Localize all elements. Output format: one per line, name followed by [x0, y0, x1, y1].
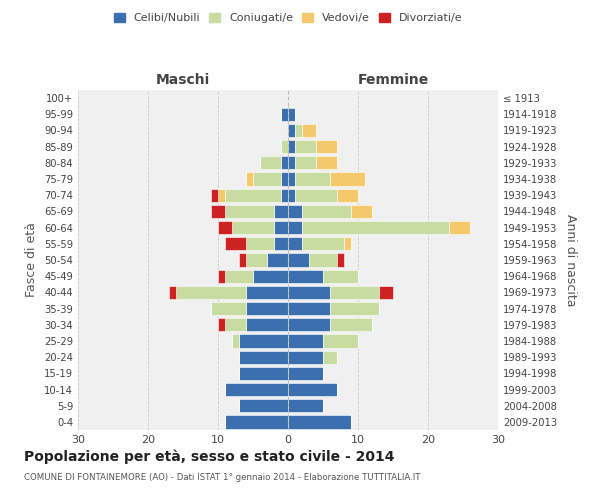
Bar [302, 237, 344, 250]
Bar [246, 172, 253, 186]
Bar [288, 140, 295, 153]
Text: COMUNE DI FONTAINEMORE (AO) - Dati ISTAT 1° gennaio 2014 - Elaborazione TUTTITAL: COMUNE DI FONTAINEMORE (AO) - Dati ISTAT… [24, 472, 421, 482]
Bar [274, 237, 288, 250]
Bar [246, 254, 267, 266]
Bar [225, 318, 246, 332]
Bar [288, 350, 323, 364]
Bar [225, 270, 253, 283]
Bar [295, 156, 316, 170]
Text: Femmine: Femmine [358, 73, 428, 87]
Bar [239, 254, 246, 266]
Bar [239, 350, 288, 364]
Bar [288, 205, 302, 218]
Bar [274, 221, 288, 234]
Bar [288, 399, 323, 412]
Bar [281, 188, 288, 202]
Bar [211, 302, 246, 315]
Legend: Celibi/Nubili, Coniugati/e, Vedovi/e, Divorziati/e: Celibi/Nubili, Coniugati/e, Vedovi/e, Di… [112, 10, 464, 26]
Bar [274, 205, 288, 218]
Bar [218, 270, 225, 283]
Bar [288, 108, 295, 121]
Bar [337, 254, 344, 266]
Bar [288, 172, 295, 186]
Bar [232, 221, 274, 234]
Bar [232, 334, 239, 347]
Bar [288, 286, 330, 299]
Bar [337, 188, 358, 202]
Y-axis label: Anni di nascita: Anni di nascita [564, 214, 577, 306]
Bar [239, 399, 288, 412]
Bar [288, 366, 323, 380]
Bar [330, 172, 365, 186]
Bar [288, 221, 302, 234]
Bar [225, 416, 288, 428]
Bar [246, 318, 288, 332]
Bar [281, 108, 288, 121]
Bar [176, 286, 246, 299]
Bar [330, 302, 379, 315]
Bar [323, 334, 358, 347]
Bar [288, 302, 330, 315]
Bar [211, 188, 218, 202]
Bar [246, 237, 274, 250]
Bar [239, 334, 288, 347]
Bar [281, 140, 288, 153]
Bar [323, 270, 358, 283]
Bar [218, 188, 225, 202]
Bar [281, 172, 288, 186]
Bar [288, 318, 330, 332]
Bar [218, 221, 232, 234]
Bar [253, 172, 281, 186]
Bar [288, 124, 295, 137]
Bar [288, 156, 295, 170]
Bar [288, 416, 351, 428]
Text: Popolazione per età, sesso e stato civile - 2014: Popolazione per età, sesso e stato civil… [24, 450, 395, 464]
Bar [309, 254, 337, 266]
Bar [302, 221, 449, 234]
Bar [288, 254, 309, 266]
Bar [316, 140, 337, 153]
Bar [330, 286, 379, 299]
Bar [218, 318, 225, 332]
Bar [295, 140, 316, 153]
Bar [295, 172, 330, 186]
Bar [295, 124, 302, 137]
Bar [379, 286, 393, 299]
Bar [330, 318, 372, 332]
Bar [295, 188, 337, 202]
Bar [302, 205, 351, 218]
Bar [302, 124, 316, 137]
Bar [281, 156, 288, 170]
Bar [239, 366, 288, 380]
Bar [288, 237, 302, 250]
Bar [169, 286, 176, 299]
Bar [288, 383, 337, 396]
Bar [267, 254, 288, 266]
Text: Maschi: Maschi [156, 73, 210, 87]
Y-axis label: Fasce di età: Fasce di età [25, 222, 38, 298]
Bar [351, 205, 372, 218]
Bar [225, 383, 288, 396]
Bar [225, 188, 281, 202]
Bar [288, 334, 323, 347]
Bar [323, 350, 337, 364]
Bar [288, 188, 295, 202]
Bar [344, 237, 351, 250]
Bar [225, 205, 274, 218]
Bar [246, 302, 288, 315]
Bar [449, 221, 470, 234]
Bar [316, 156, 337, 170]
Bar [211, 205, 225, 218]
Bar [225, 237, 246, 250]
Bar [246, 286, 288, 299]
Bar [260, 156, 281, 170]
Bar [253, 270, 288, 283]
Bar [288, 270, 323, 283]
